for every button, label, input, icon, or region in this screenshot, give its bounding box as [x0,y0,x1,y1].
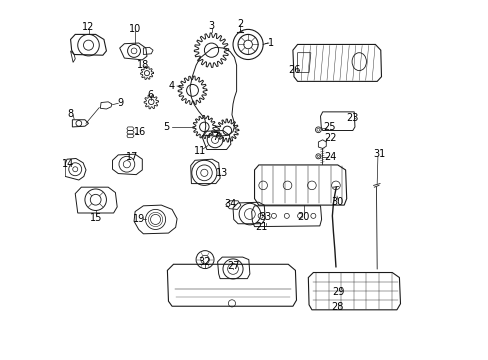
Text: 6: 6 [147,90,153,100]
Text: 25: 25 [323,122,335,132]
Text: 33: 33 [259,212,271,221]
Text: 14: 14 [62,159,74,169]
Text: 16: 16 [134,127,146,136]
Text: 7: 7 [212,132,219,142]
Text: 19: 19 [132,214,144,224]
Text: 9: 9 [118,98,123,108]
Text: 28: 28 [330,302,343,312]
Text: 17: 17 [126,152,139,162]
Text: 26: 26 [287,64,300,75]
Text: 8: 8 [67,109,74,119]
Text: 3: 3 [208,21,214,31]
Text: 31: 31 [372,149,385,159]
Text: 5: 5 [163,122,169,132]
Text: 21: 21 [255,222,267,231]
Text: 27: 27 [226,261,239,271]
Text: 1: 1 [268,38,274,48]
Text: 32: 32 [198,257,210,267]
Text: 13: 13 [216,168,228,178]
Text: 30: 30 [330,197,343,207]
Text: 20: 20 [297,212,309,221]
Text: 34: 34 [224,199,237,210]
Text: 12: 12 [82,22,95,32]
Text: 10: 10 [129,24,141,35]
Text: 15: 15 [89,213,102,222]
Text: 4: 4 [169,81,175,91]
Text: 18: 18 [137,59,149,69]
Text: 23: 23 [345,113,358,123]
Text: 2: 2 [237,19,243,29]
Text: 29: 29 [331,287,344,297]
Text: 22: 22 [324,133,336,143]
Text: 24: 24 [324,152,336,162]
Text: 11: 11 [193,145,205,156]
